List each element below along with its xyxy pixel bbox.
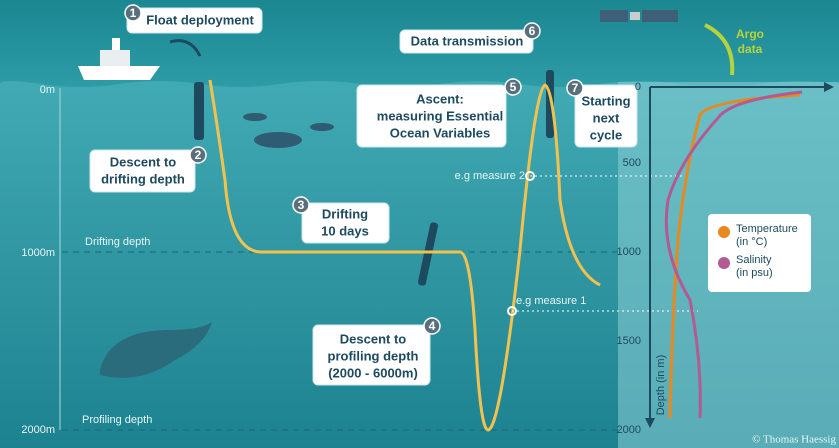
fish [254, 132, 302, 148]
legend-dot [718, 257, 730, 269]
credit: © Thomas Haessig [752, 434, 836, 446]
step-label: measuring Essential [377, 108, 503, 123]
step-label: Ascent: [416, 91, 464, 106]
step-label: Drifting [322, 206, 368, 221]
step-number: 7 [572, 81, 579, 95]
step-label: cycle [590, 127, 623, 142]
step-label: profiling depth [328, 348, 419, 363]
step-label: Descent to [340, 331, 407, 346]
legend-label: Temperature [736, 223, 798, 235]
step-label: Data transmission [411, 33, 524, 48]
step-number: 3 [298, 198, 305, 212]
chart-tick: 1000 [617, 246, 641, 258]
argo-data: Argo [736, 27, 764, 41]
depth-label: 1000m [21, 247, 55, 259]
legend-label: (in psu) [736, 267, 773, 279]
measure-label: e.g measure 1 [516, 295, 586, 307]
step-number: 5 [510, 80, 517, 94]
chart-tick: 2000 [617, 424, 641, 436]
diagram: Float deployment 1 Descent to drifting dept… [0, 0, 839, 448]
chart-tick: 0 [635, 81, 641, 93]
chart-tick: 1500 [617, 335, 641, 347]
legend-label: (in °C) [736, 236, 767, 248]
step-label: next [593, 110, 620, 125]
depth-label: 2000m [21, 424, 55, 436]
step-number: 2 [195, 148, 202, 162]
fish [243, 113, 267, 121]
step-label: drifting depth [101, 171, 185, 186]
step-label: Starting [581, 93, 630, 108]
depth-level: Drifting depth [85, 236, 150, 248]
depth-label: 0m [40, 84, 55, 96]
step-number: 6 [529, 24, 536, 38]
step-label: Float deployment [146, 12, 254, 27]
step-label: (2000 - 6000m) [328, 365, 418, 380]
fish [310, 123, 334, 131]
step-label: 10 days [321, 223, 369, 238]
step-label: Ocean Variables [390, 125, 490, 140]
legend-dot [718, 226, 730, 238]
step-label: Descent to [110, 154, 177, 169]
chart-y-label: Depth (in m) [655, 355, 667, 416]
step-number: 4 [429, 319, 436, 333]
legend-label: Salinity [736, 254, 772, 266]
float [194, 82, 204, 140]
measure-label: e.g measure 2 [455, 170, 525, 182]
argo-data: data [738, 42, 763, 56]
depth-level: Profiling depth [82, 414, 152, 426]
chart-tick: 500 [623, 157, 641, 169]
step-number: 1 [130, 6, 137, 20]
